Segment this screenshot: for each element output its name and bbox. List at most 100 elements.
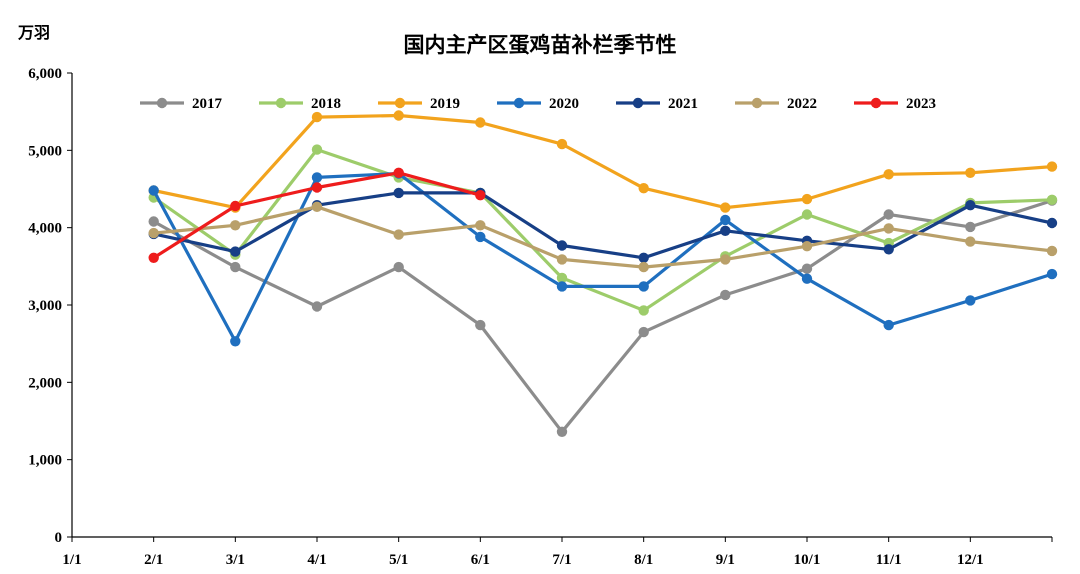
data-point-2023	[230, 200, 241, 212]
data-point-2019	[720, 202, 731, 213]
data-point-2022	[801, 241, 813, 252]
legend-item-2021: 2021	[616, 96, 698, 112]
x-tick-label: 11/1	[876, 552, 902, 568]
data-point-2019	[475, 117, 486, 128]
legend-label: 2019	[430, 96, 460, 112]
x-tick-label: 8/1	[634, 552, 653, 568]
series-line-2021	[152, 191, 1054, 260]
data-point-2020	[638, 281, 649, 292]
data-point-2023	[475, 190, 486, 201]
series-line-2020	[152, 171, 1054, 343]
series-line-2018	[152, 148, 1054, 312]
series-2019	[148, 110, 1058, 213]
y-tick-label: 6,000	[28, 66, 62, 82]
data-point-2022	[475, 220, 486, 231]
data-point-2017	[556, 426, 568, 437]
data-point-2019	[393, 110, 404, 121]
series-2020	[148, 168, 1058, 347]
data-point-2017	[965, 221, 976, 233]
legend-label: 2023	[906, 96, 936, 112]
data-point-2020	[230, 336, 241, 347]
data-point-2020	[475, 231, 486, 243]
x-tick-label: 12/1	[957, 552, 984, 568]
axes: 0 1,000 2,000 3,000 4,000 5,000 6,000 1/1 2/1 3/1…	[28, 66, 1053, 568]
data-point-2020	[1046, 268, 1058, 280]
data-point-2021	[1046, 217, 1058, 229]
legend-swatch-marker	[632, 97, 644, 109]
x-tick-label: 3/1	[226, 552, 245, 568]
legend-label: 2021	[668, 96, 698, 112]
data-point-2020	[148, 185, 159, 196]
legend-swatch-marker	[394, 97, 406, 109]
data-point-2021	[720, 225, 731, 236]
chart-title: 国内主产区蛋鸡苗补栏季节性	[404, 32, 677, 57]
y-tick-label: 0	[55, 530, 63, 546]
legend-label: 2022	[787, 96, 817, 112]
data-point-2020	[556, 281, 568, 292]
data-point-2022	[393, 229, 404, 240]
data-point-2017	[638, 326, 649, 338]
data-point-2022	[556, 254, 568, 265]
data-point-2019	[965, 167, 976, 178]
data-point-2020	[965, 295, 976, 306]
legend: 2017 2018 2019 2020 2021 2022 2023	[140, 96, 936, 112]
data-point-2018	[311, 144, 323, 155]
data-point-2018	[638, 305, 649, 316]
data-point-2021	[230, 246, 241, 257]
y-tick-label: 4,000	[28, 221, 62, 237]
x-tick-label: 7/1	[552, 552, 571, 568]
legend-label: 2020	[549, 96, 579, 112]
legend-item-2023: 2023	[854, 96, 936, 112]
data-point-2017	[148, 216, 159, 227]
legend-swatch-marker	[275, 97, 287, 109]
x-tick-label: 6/1	[471, 552, 490, 568]
x-tick-label: 4/1	[307, 552, 326, 568]
x-tick-label: 1/1	[62, 552, 81, 568]
data-point-2018	[801, 209, 813, 220]
series-line-2017	[152, 199, 1054, 434]
data-point-2023	[393, 167, 404, 178]
x-tick-label: 2/1	[144, 552, 163, 568]
y-tick-label: 1,000	[28, 453, 62, 469]
series-line-2022	[152, 205, 1054, 269]
legend-item-2019: 2019	[378, 96, 460, 112]
data-point-2020	[883, 319, 894, 331]
data-point-2021	[883, 244, 894, 255]
data-point-2017	[883, 209, 894, 220]
data-point-2022	[311, 201, 323, 212]
legend-item-2020: 2020	[497, 96, 579, 112]
data-point-2017	[393, 261, 404, 273]
data-point-2021	[393, 187, 404, 199]
legend-label: 2017	[192, 96, 223, 112]
x-tick-label: 10/1	[794, 552, 821, 568]
data-point-2020	[720, 214, 731, 226]
data-point-2018	[1046, 194, 1058, 205]
data-point-2022	[148, 227, 159, 239]
series-line-2019	[152, 113, 1054, 210]
plot-area	[148, 110, 1058, 437]
data-point-2022	[638, 261, 649, 273]
legend-swatch-marker	[751, 97, 763, 109]
data-point-2022	[720, 254, 731, 265]
legend-item-2022: 2022	[735, 96, 817, 112]
legend-swatch-marker	[156, 97, 168, 109]
data-point-2021	[965, 200, 976, 211]
data-point-2022	[1046, 245, 1058, 257]
data-point-2023	[311, 182, 323, 193]
data-point-2019	[556, 138, 568, 150]
y-tick-label: 5,000	[28, 143, 62, 159]
legend-label: 2018	[311, 96, 341, 112]
data-point-2019	[801, 193, 813, 205]
data-point-2021	[638, 252, 649, 263]
data-point-2019	[311, 111, 323, 123]
data-point-2022	[230, 220, 241, 231]
data-point-2017	[475, 319, 486, 331]
series-2021	[148, 187, 1058, 263]
legend-item-2018: 2018	[259, 96, 341, 112]
data-point-2020	[311, 172, 323, 183]
x-tick-label: 5/1	[389, 552, 408, 568]
series-2022	[148, 201, 1058, 273]
series-2023	[148, 167, 486, 263]
data-point-2022	[883, 223, 894, 234]
